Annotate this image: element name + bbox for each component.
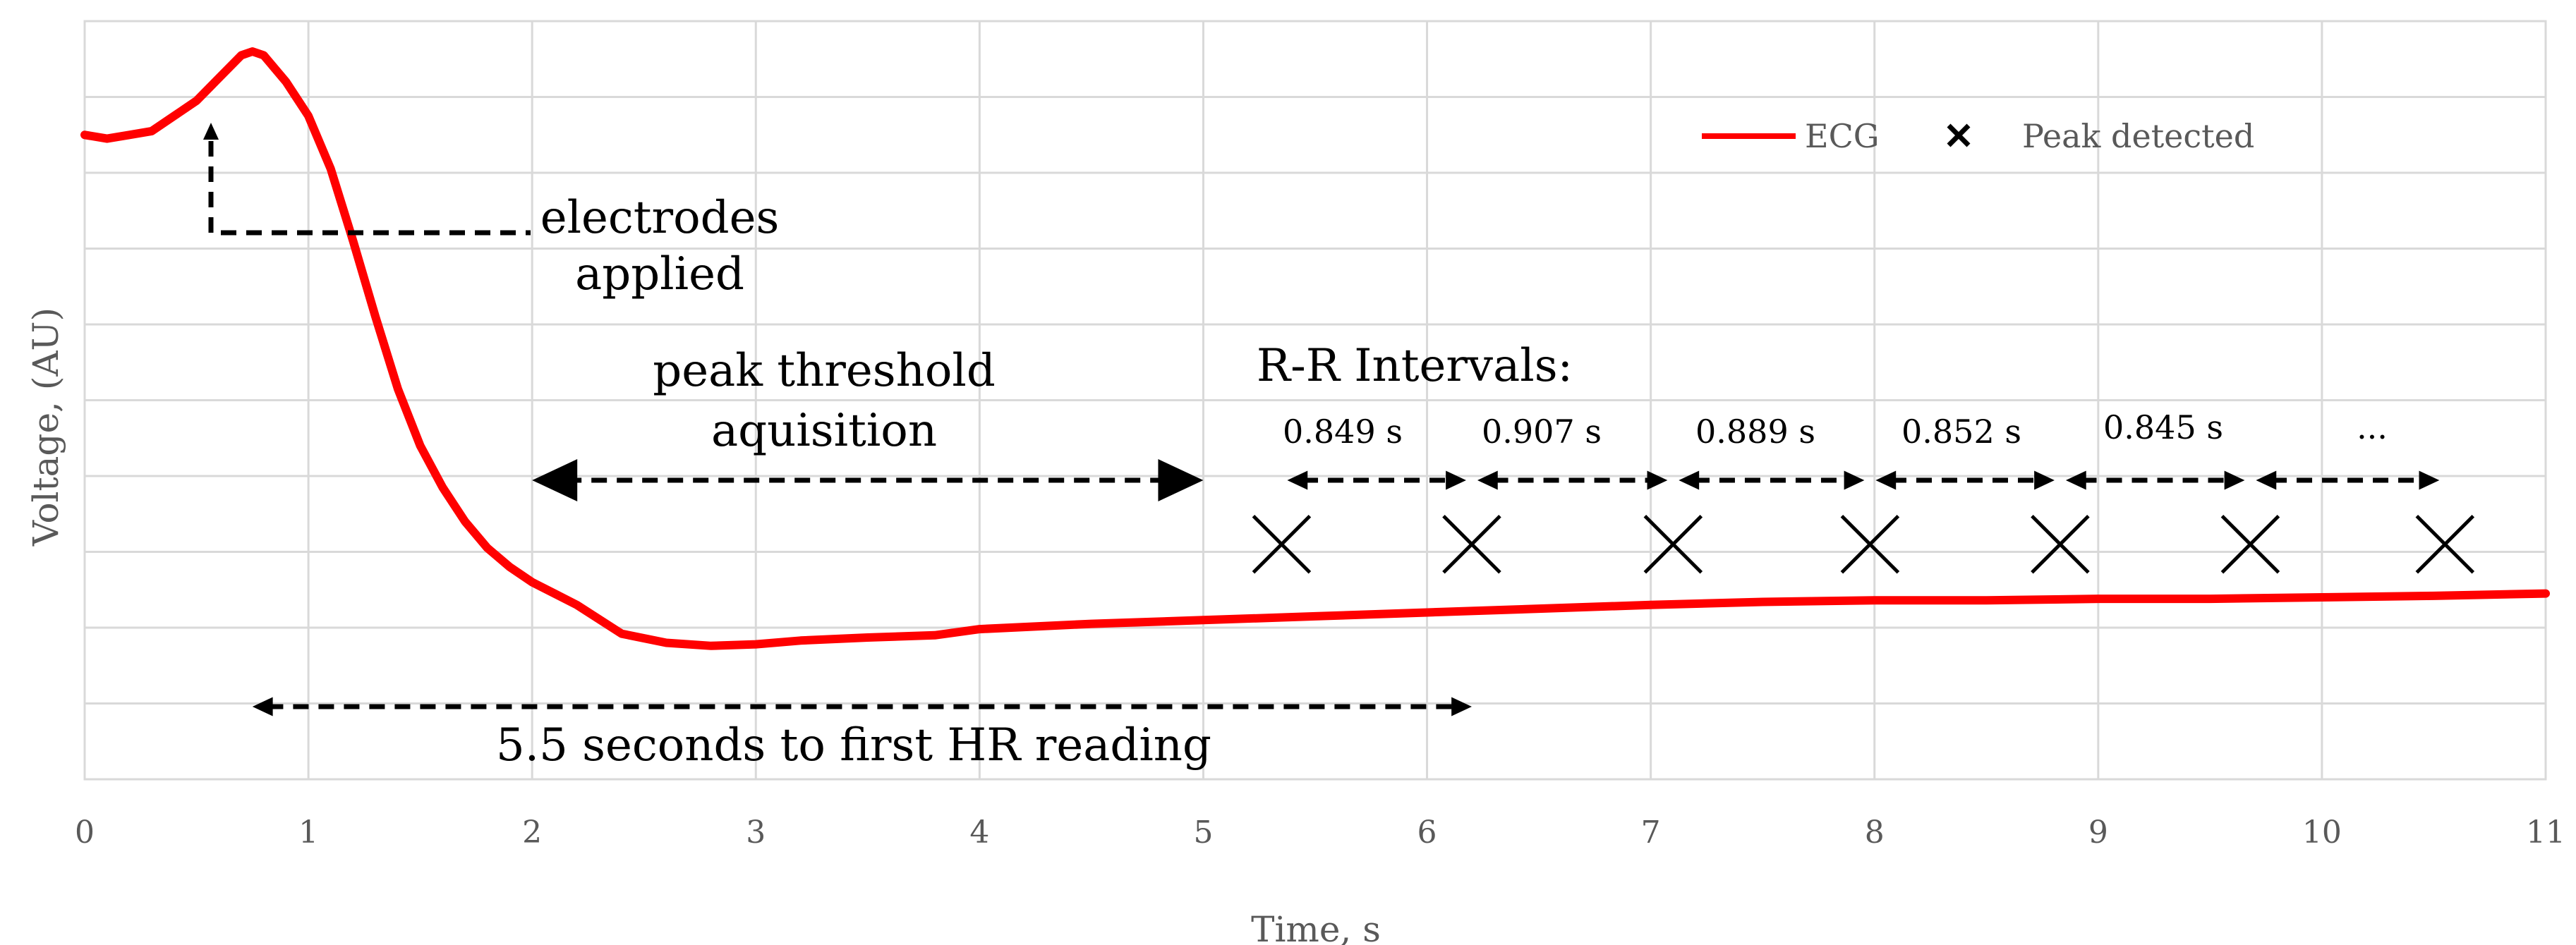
rr-annotation: R-R Intervals: 0.849 s 0.907 s 0.889 s 0… [1257,340,2388,451]
peak-marker [1840,514,1900,574]
rr-arrow [1287,470,1466,490]
annotation-layer [252,459,2440,717]
x-axis-title: Time, s [1251,909,1381,945]
peak-marker [1252,514,1312,574]
first-reading-arrow [252,697,1472,717]
ecg-line [80,47,2550,650]
x-tick-label: 9 [2088,815,2108,850]
threshold-arrow-head-left [532,459,578,501]
electrodes-label-line1: electrodes [540,192,780,244]
rr-arrow [1679,470,1865,490]
x-tick-label: 10 [2302,815,2342,850]
rr-interval-label: 0.849 s [1283,413,1403,451]
first-reading-label: 5.5 seconds to first HR reading [496,719,1211,772]
first-reading-annotation: 5.5 seconds to first HR reading [496,719,1211,772]
electrodes-leader [208,141,531,236]
rr-arrow-head-left [1679,470,1700,490]
threshold-label-line2: aquisition [711,405,937,457]
rr-arrow-head-left [1875,470,1897,490]
first-reading-arrow-head-left [252,697,273,717]
legend: ECG Peak detected [1702,117,2254,155]
peak-marker-stroke [2031,514,2090,574]
rr-arrow-head-left [2256,470,2277,490]
rr-arrow-head-right [1844,470,1865,490]
rr-interval-label: 0.845 s [2103,408,2223,446]
axis-layer [83,20,2547,781]
x-tick-label: 3 [746,815,766,850]
x-tick-label: 2 [522,815,542,850]
x-tick-label: 1 [298,815,318,850]
peak-marker-stroke [1643,514,1703,574]
threshold-annotation: peak threshold aquisition [653,345,996,457]
peak-marker-stroke [1252,514,1312,574]
rr-arrow-head-left [1287,470,1308,490]
peak-marker-stroke [2220,514,2280,574]
rr-arrow [1477,470,1668,490]
peak-markers [1252,514,2475,574]
tick-labels: 0 1 2 3 4 5 6 7 8 9 10 11 [75,815,2565,850]
rr-arrow-head-left [2065,470,2086,490]
x-tick-label: 7 [1641,815,1661,850]
rr-title: R-R Intervals: [1257,340,1573,392]
x-tick-label: 8 [1865,815,1885,850]
threshold-arrow-head-right [1158,459,1204,501]
x-tick-label: 5 [1193,815,1213,850]
grid-layer [85,21,2546,779]
peak-marker [2031,514,2090,574]
rr-arrow [2065,470,2245,490]
x-tick-label: 11 [2526,815,2565,850]
peak-marker [1643,514,1703,574]
electrodes-arrowhead [203,123,219,140]
rr-arrow-head-right [1446,470,1466,490]
electrodes-label-line2: applied [575,248,744,300]
rr-interval-label: 0.852 s [1901,413,2021,451]
peak-marker-stroke [1840,514,1900,574]
rr-arrow-head-right [2034,470,2055,490]
rr-arrow-head-right [1647,470,1668,490]
rr-interval-label: 0.907 s [1482,413,1602,451]
y-axis-title: Voltage, (AU) [25,307,66,547]
peak-marker [1442,514,1501,574]
rr-interval-label: 0.889 s [1695,413,1815,451]
rr-interval-label: ... [2357,408,2388,446]
rr-arrow [1875,470,2055,490]
legend-peak-label: Peak detected [2022,117,2254,155]
series-layer [80,47,2550,650]
rr-arrow-head-right [2419,470,2440,490]
rr-arrow [2256,470,2440,490]
x-tick-label: 0 [75,815,95,850]
legend-ecg-label: ECG [1805,117,1880,155]
peak-marker [2415,514,2475,574]
legend-peak-swatch [1947,123,1971,147]
peak-marker-stroke [2415,514,2475,574]
first-reading-arrow-head-right [1451,697,1472,717]
threshold-label-line1: peak threshold [653,345,996,397]
electrodes-annotation: electrodes applied [203,123,779,300]
rr-arrow-head-right [2224,470,2245,490]
peak-marker-stroke [1442,514,1501,574]
rr-arrow-head-left [1477,470,1498,490]
x-tick-label: 6 [1417,815,1437,850]
threshold-arrow [532,459,1204,501]
peak-marker [2220,514,2280,574]
x-tick-label: 4 [969,815,989,850]
plot-border [83,20,2547,781]
